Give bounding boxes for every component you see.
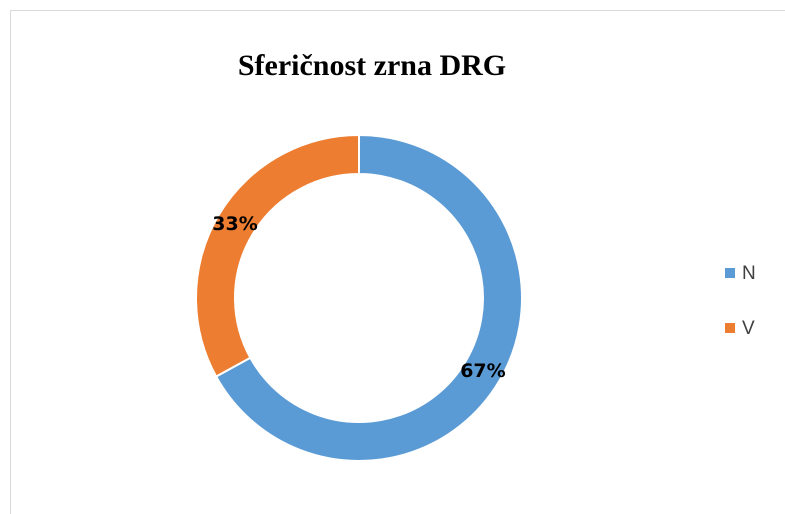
legend-label: N [742, 263, 756, 284]
data-label: 33% [212, 213, 257, 235]
data-label: 67% [460, 360, 505, 382]
chart-title: Sferičnost zrna DRG [238, 49, 506, 82]
donut-segment [195, 133, 360, 378]
legend-label: V [742, 318, 755, 339]
donut-segment [214, 133, 523, 462]
legend-swatch [725, 268, 735, 278]
legend-swatch [725, 323, 735, 333]
